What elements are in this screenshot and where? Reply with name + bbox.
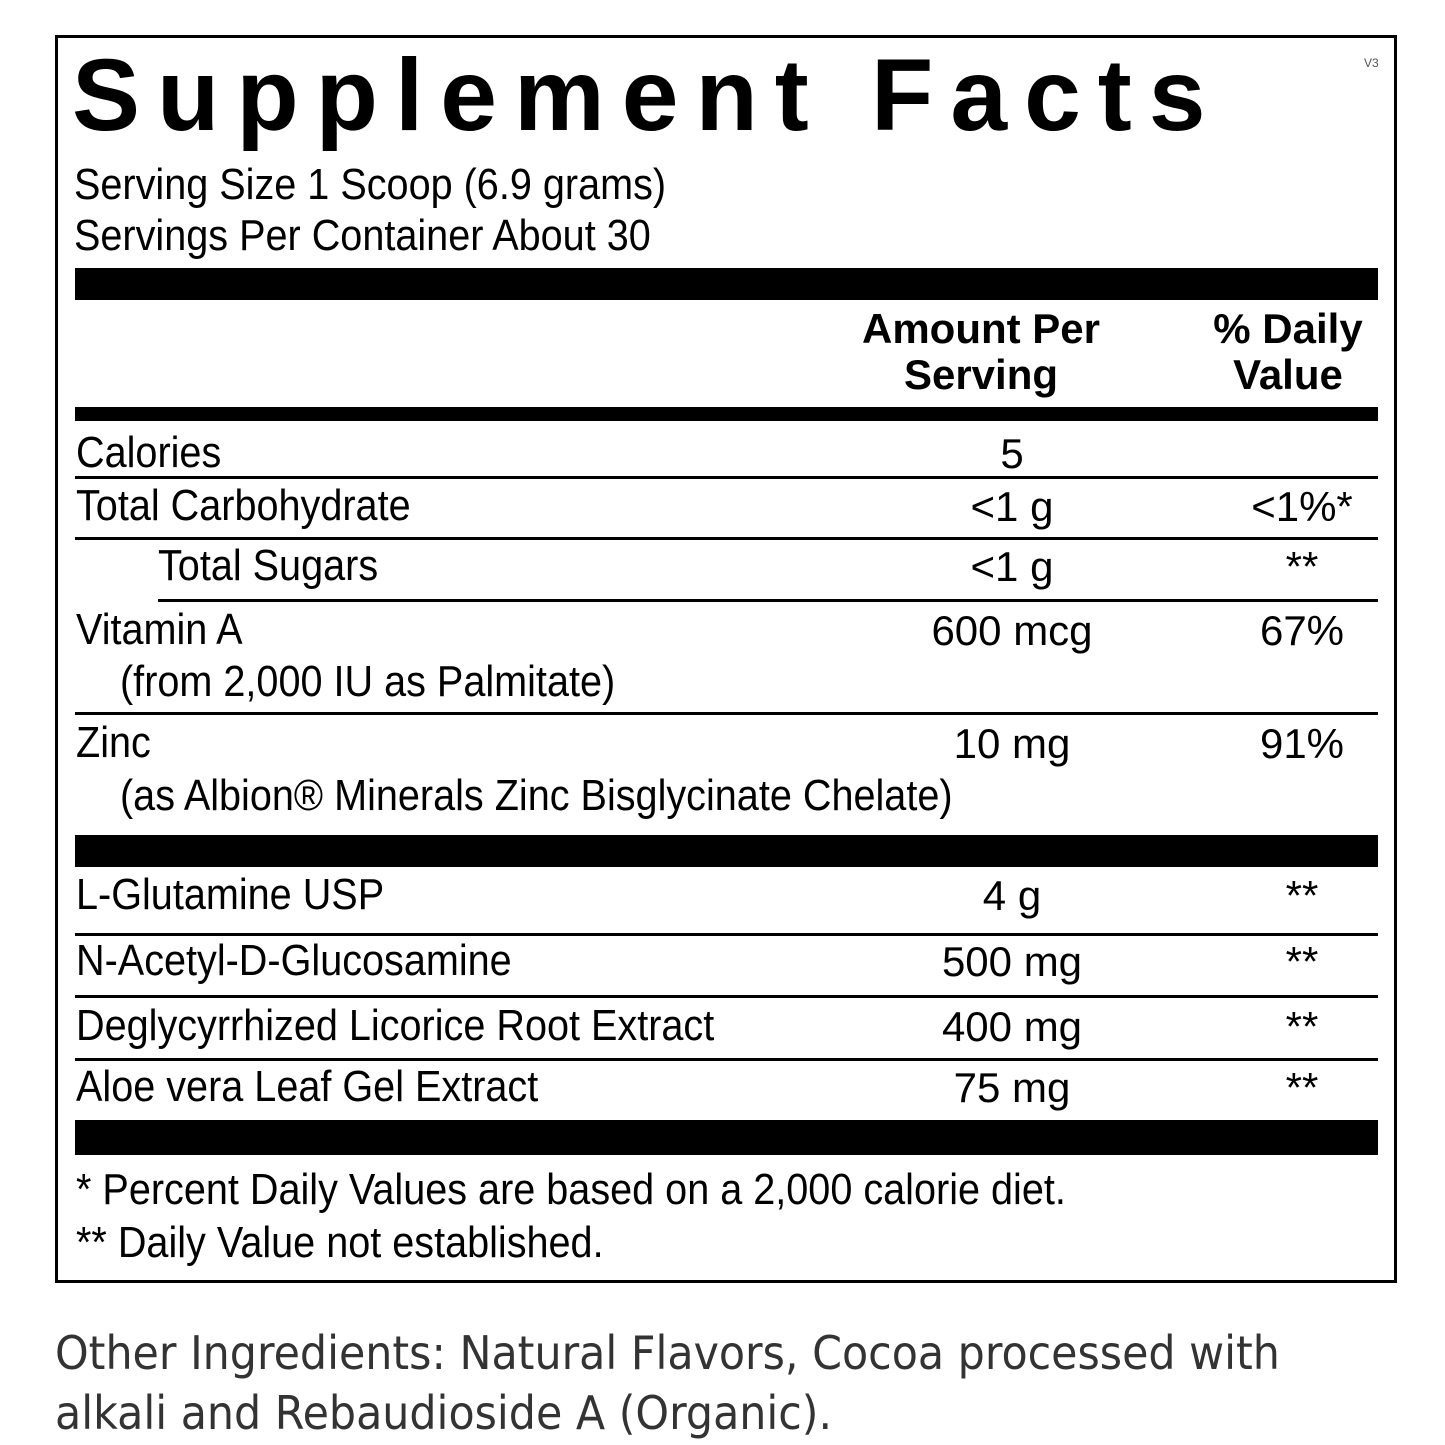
amount-header: Amount Per [861,305,1100,352]
row-rule [158,599,1378,602]
amount: 600 mcg [931,607,1093,654]
daily-value: ** [1285,872,1319,919]
amount-header: Serving [903,351,1059,398]
daily-value: 67% [1259,607,1345,654]
medium-bar [75,407,1378,421]
dv-header: % Daily [1213,305,1363,352]
other-ingredients: Other Ingredients: Natural Flavors, Coco… [55,1326,1280,1380]
thick-bar [75,835,1378,867]
amount: 500 mg [941,938,1083,985]
amount: 4 g [982,872,1042,919]
row-rule [75,712,1378,715]
serving-size: Serving Size 1 Scoop (6.9 grams) [74,160,667,209]
thick-bar [75,1120,1378,1155]
row-rule [75,476,1378,479]
ingredient-name: Aloe vera Leaf Gel Extract [76,1062,539,1111]
row-rule [75,933,1378,936]
ingredient-detail: (as Albion® Minerals Zinc Bisglycinate C… [120,771,953,820]
ingredient-detail: (from 2,000 IU as Palmitate) [120,657,616,706]
other-ingredients: alkali and Rebaudioside A (Organic). [55,1386,833,1440]
ingredient-name: Deglycyrrhized Licorice Root Extract [76,1001,715,1050]
ingredient-name: N-Acetyl-D-Glucosamine [76,936,512,985]
amount: <1 g [970,543,1054,590]
servings-per-container: Servings Per Container About 30 [74,211,651,260]
version: V3 [1364,56,1379,70]
daily-value: ** [1285,1064,1319,1111]
thick-bar [75,268,1378,300]
amount: 400 mg [941,1003,1083,1050]
daily-value: ** [1285,543,1319,590]
ingredient-name: Total Carbohydrate [76,481,411,530]
ingredient-name: Total Sugars [158,541,379,590]
daily-value: ** [1285,938,1319,985]
daily-value: ** [1285,1003,1319,1050]
daily-value: 91% [1259,720,1345,767]
ingredient-name: Calories [76,428,222,477]
amount: 75 mg [953,1064,1071,1111]
title: Supplement Facts [72,38,1223,152]
footnote: * Percent Daily Values are based on a 2,… [76,1165,1066,1214]
row-rule [75,537,1378,540]
amount: <1 g [970,483,1054,530]
dv-header: Value [1233,351,1343,398]
label-box [55,35,1397,1283]
ingredient-name: Zinc [76,718,151,767]
ingredient-name: L-Glutamine USP [76,870,385,919]
row-rule [75,995,1378,998]
ingredient-name: Vitamin A [76,605,243,654]
amount: 5 [1000,430,1024,477]
amount: 10 mg [953,720,1071,767]
daily-value: <1%* [1251,483,1353,530]
footnote: ** Daily Value not established. [76,1218,604,1267]
row-rule [75,1058,1378,1061]
